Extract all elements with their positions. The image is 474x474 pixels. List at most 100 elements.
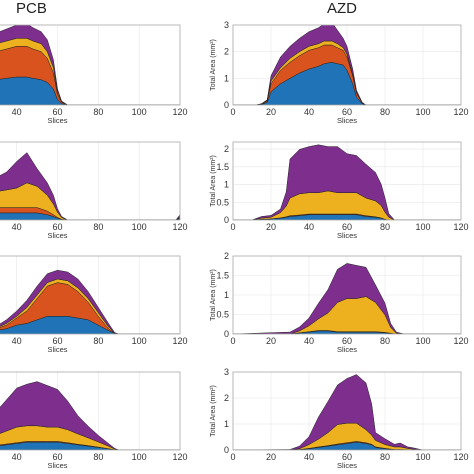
x-tick-label: 100 [415, 452, 430, 462]
area-series-purple [233, 263, 461, 334]
x-tick-label: 40 [12, 452, 22, 462]
y-tick-label: 0 [224, 215, 229, 225]
area-series-blue [0, 212, 180, 220]
stacked-areas [233, 144, 461, 220]
panel-pcb-3: 40 60 80 100 120 Slices [0, 255, 188, 354]
x-tick-label: 100 [132, 336, 147, 346]
panel-pcb-1: 40 60 80 100 120 Slices [0, 24, 188, 125]
x-tick-label: 80 [93, 452, 103, 462]
x-tick-label: 80 [93, 107, 103, 117]
area-series-purple [0, 152, 180, 220]
x-tick-label: 20 [266, 107, 276, 117]
y-tick-label: 3 [224, 367, 229, 377]
x-tick-label: 20 [266, 336, 276, 346]
plot-frame [0, 255, 181, 335]
y-tick-label: 1 [224, 180, 229, 190]
x-tick-label: 120 [453, 222, 468, 232]
x-tick-label: 100 [132, 222, 147, 232]
stacked-areas [0, 269, 180, 334]
stacked-areas [233, 25, 461, 105]
stacked-areas [0, 381, 180, 450]
stacked-areas [0, 152, 180, 220]
y-tick-label: 3 [224, 20, 229, 30]
y-tick-label: 1 [224, 73, 229, 83]
area-series-purple [0, 269, 180, 334]
x-tick-label: 100 [132, 107, 147, 117]
y-tick-label: 1.5 [216, 271, 229, 281]
y-axis-label: Total Area (mm²) [210, 269, 217, 321]
x-tick-label: 60 [52, 336, 62, 346]
panel-pcb-4: 40 60 80 100 120 Slices [0, 371, 188, 470]
x-tick-label: 0 [230, 222, 235, 232]
panel-azd-2: 0 20 40 60 80 100 120 0 0.5 1 1.5 2 Slices Total Area… [210, 141, 469, 240]
x-axis-label: Slices [337, 231, 357, 240]
x-tick-label: 40 [304, 107, 314, 117]
area-series-purple [0, 381, 180, 450]
y-tick-label: 0.5 [216, 197, 229, 207]
x-axis-label: Slices [337, 345, 357, 354]
x-tick-label: 60 [342, 222, 352, 232]
x-tick-label: 40 [12, 107, 22, 117]
x-tick-label: 120 [453, 452, 468, 462]
area-series-purple [0, 25, 180, 105]
y-tick-label: 0 [224, 100, 229, 110]
x-tick-label: 120 [172, 336, 187, 346]
plot-frame [232, 371, 462, 451]
x-tick-label: 80 [380, 107, 390, 117]
x-tick-label: 120 [453, 107, 468, 117]
y-tick-label: 2 [224, 47, 229, 57]
plot-frame [232, 24, 462, 106]
x-tick-label: 120 [172, 452, 187, 462]
panel-azd-4: 0 20 40 60 80 100 120 0 1 2 3 Slices Total Area (mm²… [210, 367, 469, 470]
stacked-areas [233, 263, 461, 334]
x-axis-label: Slices [47, 461, 67, 470]
stacked-areas [233, 374, 461, 450]
x-tick-label: 60 [342, 107, 352, 117]
x-tick-label: 40 [304, 222, 314, 232]
plot-frame [232, 255, 462, 335]
area-series-purple [233, 25, 461, 105]
area-series-purple [233, 374, 461, 450]
x-tick-label: 20 [266, 452, 276, 462]
x-tick-label: 100 [415, 107, 430, 117]
x-tick-label: 40 [12, 336, 22, 346]
y-tick-label: 0 [224, 445, 229, 455]
x-tick-label: 40 [304, 452, 314, 462]
x-axis-label: Slices [337, 461, 357, 470]
x-tick-label: 60 [52, 222, 62, 232]
y-tick-label: 0.5 [216, 310, 229, 320]
y-tick-label: 2 [224, 144, 229, 154]
x-tick-label: 80 [380, 336, 390, 346]
plot-frame [0, 141, 181, 221]
x-tick-label: 0 [230, 452, 235, 462]
x-tick-label: 120 [453, 336, 468, 346]
x-tick-label: 40 [304, 336, 314, 346]
x-tick-label: 80 [380, 452, 390, 462]
x-tick-label: 80 [93, 336, 103, 346]
y-tick-label: 1.5 [216, 162, 229, 172]
area-series-yellow [233, 296, 461, 334]
x-axis-label: Slices [47, 116, 67, 125]
panel-azd-3: 0 20 40 60 80 100 120 0 0.5 1 1.5 2 Slices Total Area… [210, 251, 469, 354]
panel-pcb-2: 40 60 80 100 120 Slices [0, 141, 188, 240]
x-axis-label: Slices [47, 345, 67, 354]
x-tick-label: 100 [415, 336, 430, 346]
panel-azd-1: 0 20 40 60 80 100 120 0 1 2 3 Slices Total Area (mm²… [210, 20, 469, 125]
x-tick-label: 60 [342, 452, 352, 462]
area-series-purple [233, 144, 461, 220]
column-title-pcb: PCB [16, 0, 47, 17]
x-tick-label: 0 [230, 336, 235, 346]
x-tick-label: 60 [52, 107, 62, 117]
x-tick-label: 100 [132, 452, 147, 462]
x-tick-label: 80 [380, 222, 390, 232]
y-tick-label: 1 [224, 290, 229, 300]
x-tick-label: 100 [415, 222, 430, 232]
y-axis-label: Total Area (mm²) [210, 155, 217, 207]
plot-frame [0, 24, 181, 106]
y-tick-label: 2 [224, 251, 229, 261]
stacked-areas [0, 25, 180, 105]
x-tick-label: 120 [172, 107, 187, 117]
y-tick-label: 2 [224, 393, 229, 403]
